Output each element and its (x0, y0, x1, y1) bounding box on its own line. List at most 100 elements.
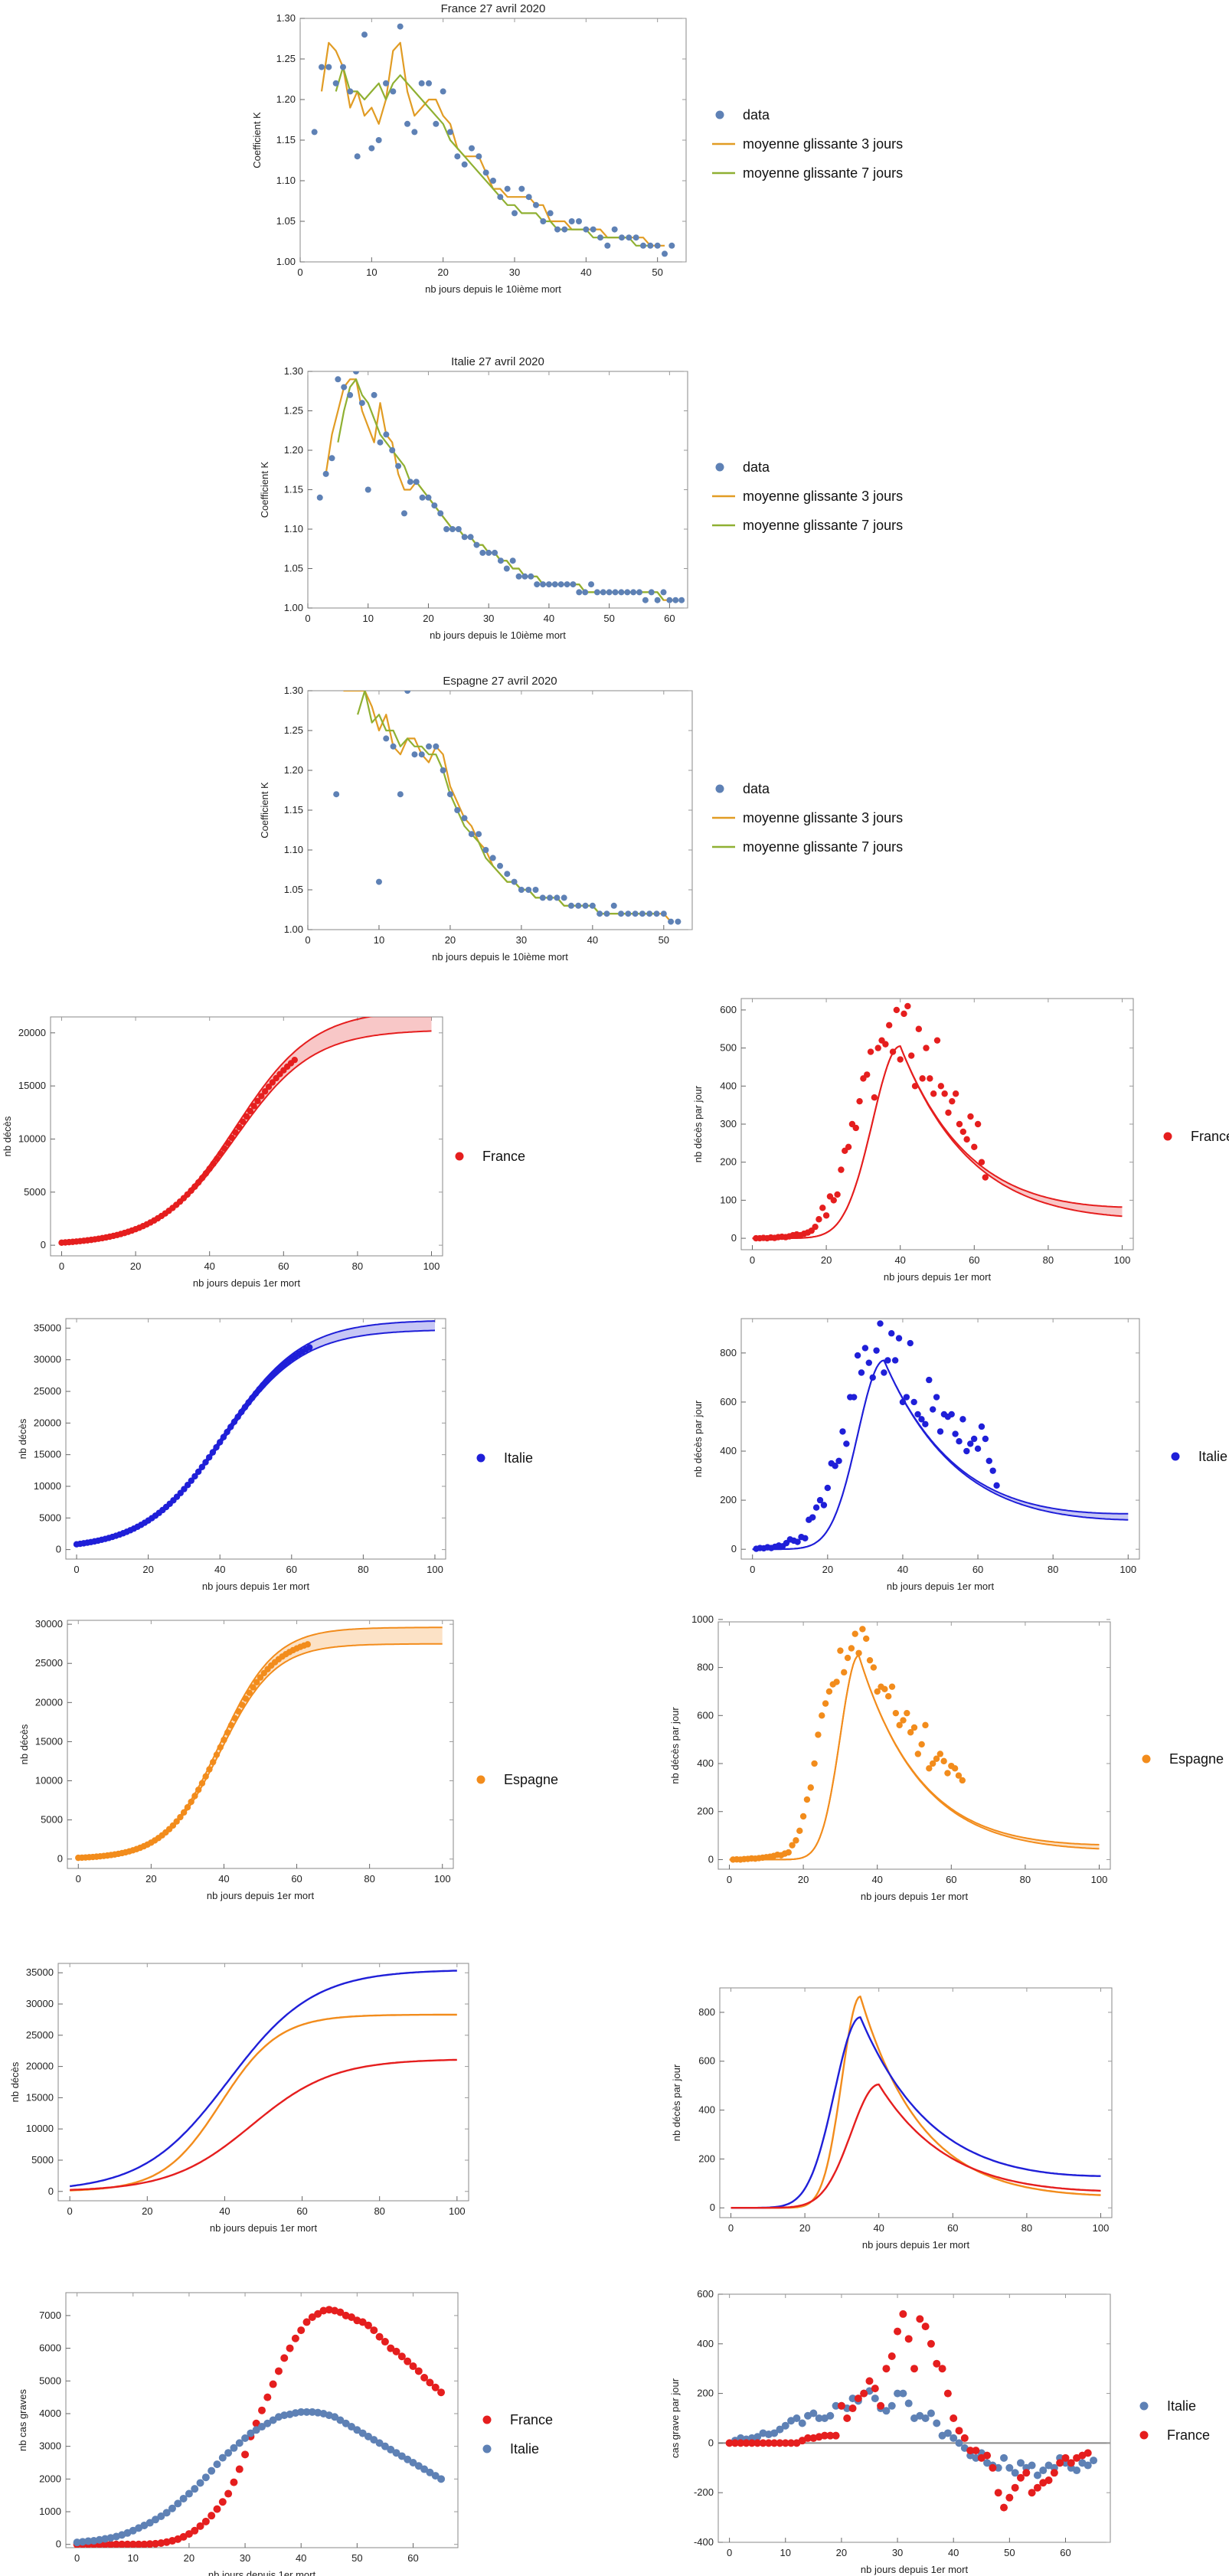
data-point-France (787, 2439, 796, 2447)
data-point-Italie (258, 2423, 266, 2431)
data-point (640, 242, 646, 249)
data-point (863, 1635, 870, 1643)
y-tick-label: -200 (694, 2486, 714, 2498)
data-point (485, 549, 492, 556)
model-curve-low (61, 1030, 432, 1244)
data-point (936, 1428, 944, 1435)
data-point (672, 597, 679, 603)
x-tick-label: 60 (286, 1564, 297, 1575)
data-point-Italie (921, 2414, 930, 2422)
legend-label: Espagne (1169, 1751, 1224, 1767)
y-tick-label: 20000 (34, 1417, 61, 1428)
legend-dot-marker (715, 463, 724, 472)
data-point (929, 1406, 936, 1413)
data-point (822, 1700, 829, 1707)
data-point (812, 1504, 820, 1511)
data-point-France (112, 2540, 120, 2548)
data-point (874, 1044, 881, 1051)
data-point (497, 194, 504, 201)
data-point-Italie (196, 2479, 204, 2487)
data-point (404, 691, 411, 694)
y-tick-label: 0 (708, 2437, 714, 2448)
data-point-France (753, 2439, 762, 2447)
y-tick-label: 0 (41, 1239, 46, 1250)
x-axis-label: nb jours depuis 1er mort (208, 2569, 316, 2576)
data-point (854, 1352, 861, 1359)
y-tick-label: 1.00 (276, 256, 296, 267)
y-tick-label: 15000 (26, 2091, 54, 2103)
data-point (250, 1684, 257, 1691)
data-point-France (1061, 2453, 1070, 2462)
y-tick-label: 30000 (34, 1354, 61, 1365)
plot-frame (50, 1016, 443, 1257)
y-tick-label: 5000 (31, 2154, 54, 2166)
data-point (993, 1482, 1000, 1489)
x-tick-label: 80 (1020, 1874, 1031, 1885)
y-tick-label: 1.00 (284, 602, 303, 613)
data-point-Italie (933, 2419, 941, 2427)
data-point-France (280, 2354, 289, 2362)
data-point-Italie (1084, 2461, 1092, 2470)
data-point (418, 80, 425, 87)
data-point (217, 1439, 224, 1446)
data-point (982, 1435, 989, 1443)
data-point (796, 1827, 803, 1835)
data-point (866, 1656, 874, 1664)
data-point-Italie (420, 2465, 429, 2473)
chart-title: Espagne 27 avril 2020 (443, 675, 557, 688)
data-point (377, 439, 384, 446)
y-tick-label: 15000 (18, 1080, 46, 1091)
data-point (468, 831, 475, 838)
data-point-Italie (263, 2419, 272, 2427)
legend-dot-marker (1139, 2431, 1149, 2440)
plot-area (731, 1995, 1101, 2209)
data-point (534, 581, 541, 588)
data-point-France (983, 2451, 992, 2460)
data-point-Italie (381, 2442, 389, 2450)
data-point-France (370, 2326, 378, 2335)
legend-label: Italie (504, 1450, 533, 1466)
data-point (839, 1428, 846, 1435)
data-point (802, 1535, 809, 1541)
data-point (618, 910, 625, 917)
data-point (653, 910, 660, 917)
data-point-Italie (826, 2411, 835, 2420)
data-point (603, 910, 610, 917)
data-point (632, 910, 639, 917)
data-point-France (302, 2318, 311, 2326)
data-point-Italie (994, 2463, 1002, 2472)
data-point-France (1067, 2459, 1075, 2467)
data-point (455, 526, 462, 532)
data-point (606, 589, 613, 596)
data-point (856, 1097, 863, 1105)
x-tick-label: 0 (727, 2547, 732, 2558)
data-point (551, 581, 558, 588)
data-point-France (201, 2517, 210, 2525)
data-point (371, 391, 378, 398)
x-tick-label: 50 (659, 934, 669, 946)
data-point (910, 1398, 917, 1406)
data-point-France (910, 2365, 918, 2373)
y-axis-label: Coefficient K (259, 461, 270, 518)
y-tick-label: 20000 (35, 1696, 63, 1708)
data-point (242, 1695, 250, 1702)
data-point (467, 534, 474, 541)
data-point (630, 589, 637, 596)
data-point (678, 597, 685, 603)
data-point (662, 250, 668, 257)
data-point (354, 153, 361, 160)
data-point (482, 169, 489, 176)
data-point (897, 1056, 904, 1063)
y-tick-label: 30000 (26, 1998, 54, 2009)
data-point (217, 1744, 224, 1751)
data-point (473, 541, 480, 548)
data-point (227, 1424, 234, 1430)
data-point-France (414, 2367, 423, 2375)
data-point-France (364, 2321, 372, 2329)
data-point (919, 1075, 926, 1082)
data-point (217, 1150, 224, 1157)
data-point (335, 376, 342, 383)
legend: data moyenne glissante 3 jours moyenne gli… (712, 107, 903, 181)
y-tick-label: 3000 (39, 2440, 61, 2452)
data-point-Italie (353, 2426, 361, 2434)
